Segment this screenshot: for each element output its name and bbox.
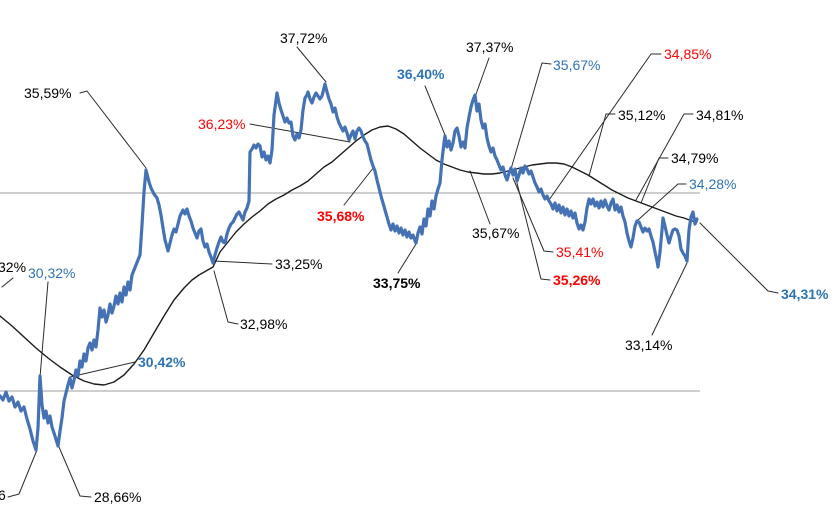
annotation-label: 30,42% (138, 354, 186, 370)
moving-average-line (0, 125, 698, 386)
annotation-label: 35,26% (553, 272, 601, 288)
annotation-label: 35,67% (553, 57, 601, 73)
callout-line (69, 361, 136, 378)
annotation-label: 37,37% (466, 39, 514, 55)
annotation-label: 34,85% (664, 46, 712, 62)
callout-line (424, 85, 446, 136)
annotation-label: 34,31% (781, 286, 829, 302)
annotation-label: 35,12% (618, 107, 666, 123)
callout-line (651, 262, 688, 336)
callout-line (343, 166, 375, 206)
annotation-label: 36,23% (198, 116, 246, 132)
annotation-label: 36,40% (397, 66, 445, 82)
callout-line (588, 113, 616, 177)
callout-line (213, 270, 239, 325)
annotation-label: 34,81% (696, 107, 744, 123)
annotation-label: 33,75% (373, 275, 421, 291)
callout-line (296, 46, 327, 83)
value-line (0, 82, 699, 452)
callout-line (1, 277, 14, 288)
callout-line (510, 62, 552, 170)
callout-line (516, 182, 551, 281)
callout-line (637, 183, 687, 221)
callout-line (213, 260, 273, 265)
callout-line (548, 53, 662, 201)
annotation-label: 6 (0, 487, 6, 503)
annotation-label: 28,66% (94, 489, 142, 505)
callout-line (397, 243, 417, 274)
annotation-label: 30,32% (28, 265, 76, 281)
annotation-label: 32% (0, 259, 27, 275)
annotation-label: 35,59% (24, 85, 72, 101)
callout-line (79, 90, 147, 169)
callout-line (512, 177, 554, 253)
annotation-label: 34,79% (671, 150, 719, 166)
annotation-label: 33,25% (275, 256, 323, 272)
annotation-label: 34,28% (689, 176, 737, 192)
callout-line (58, 446, 92, 498)
annotation-label: 35,41% (556, 244, 604, 260)
callout-line (699, 222, 779, 294)
annotation-label: 33,14% (625, 337, 673, 353)
annotation-label: 32,98% (240, 316, 288, 332)
callout-line (39, 281, 49, 378)
callout-line (635, 113, 694, 201)
callout-line (7, 449, 38, 498)
annotation-label: 35,68% (317, 208, 365, 224)
callout-line (469, 170, 491, 225)
annotation-label: 37,72% (280, 30, 328, 46)
callout-line (640, 157, 669, 204)
annotation-label: 35,67% (472, 225, 520, 241)
callout-line (474, 57, 490, 98)
